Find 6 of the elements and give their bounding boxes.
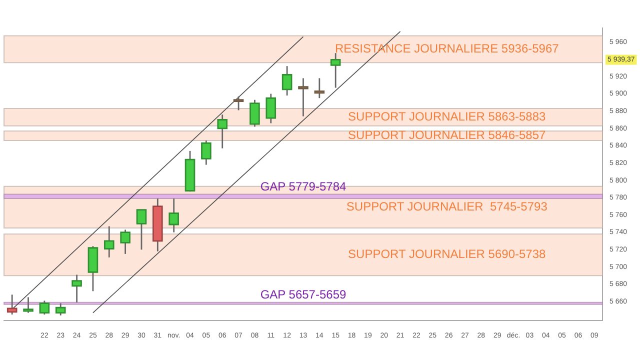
band-label: GAP 5779-5784 [260,180,346,194]
band-label: SUPPORT JOURNALIER 5846-5857 [348,128,546,142]
band-label: GAP 5657-5659 [260,288,346,302]
band-label: SUPPORT JOURNALIER 5863-5883 [348,109,546,124]
band-label: SUPPORT JOURNALIER 5690-5738 [348,247,546,262]
band-label: SUPPORT JOURNALIER 5745-5793 [346,200,548,214]
